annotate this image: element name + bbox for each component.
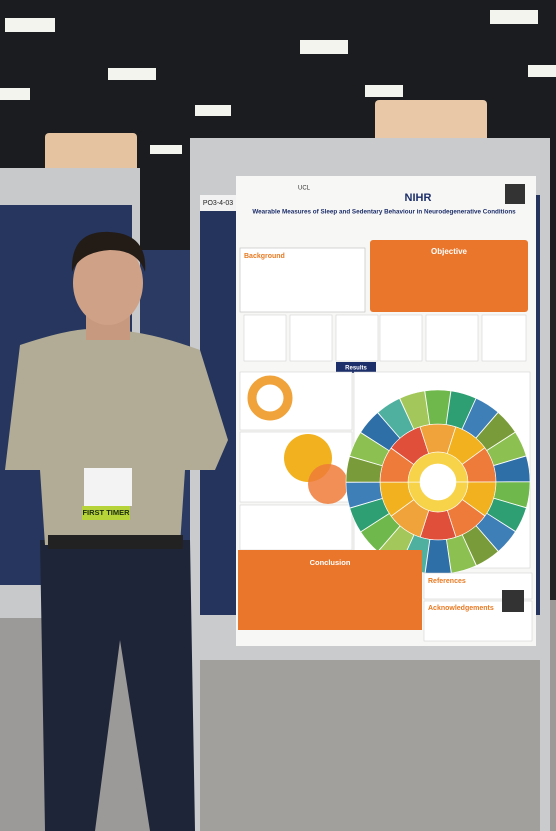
section-heading: Background bbox=[244, 253, 285, 260]
flow-box bbox=[425, 314, 479, 362]
section-heading: Acknowledgements bbox=[428, 605, 494, 612]
background-box bbox=[239, 247, 366, 313]
sunburst-segment bbox=[486, 431, 527, 466]
flow-box bbox=[289, 314, 333, 362]
name-badge bbox=[84, 468, 132, 506]
results-tab bbox=[336, 362, 376, 373]
board-label-bg bbox=[200, 195, 236, 211]
light bbox=[365, 85, 403, 97]
sunburst-segment bbox=[349, 498, 390, 533]
section-heading: Results bbox=[345, 366, 367, 372]
board-label: PO3-4-03 bbox=[203, 200, 233, 207]
light bbox=[195, 105, 231, 116]
qr-code bbox=[505, 184, 525, 204]
qr-code bbox=[502, 590, 524, 612]
hair bbox=[71, 231, 146, 272]
objective-box bbox=[370, 240, 528, 312]
light bbox=[490, 10, 538, 24]
lamp-shade bbox=[45, 133, 137, 173]
badge-ribbon bbox=[82, 506, 130, 520]
poster-title: Wearable Measures of Sleep and Sedentary… bbox=[252, 209, 516, 216]
venn-circle bbox=[308, 464, 348, 504]
chart-panel bbox=[239, 504, 353, 551]
light bbox=[5, 18, 55, 32]
face bbox=[73, 241, 143, 325]
section-heading: Objective bbox=[431, 247, 468, 256]
method-flow bbox=[243, 314, 527, 362]
shirt bbox=[5, 329, 228, 545]
light bbox=[0, 88, 30, 100]
funder: NIHR bbox=[405, 192, 432, 204]
badge-ribbon-text: FIRST TIMER bbox=[82, 508, 130, 517]
person: FIRST TIMER bbox=[5, 231, 228, 831]
lamp-shade bbox=[375, 100, 487, 148]
flow-box bbox=[335, 314, 379, 362]
belt bbox=[48, 535, 183, 549]
section-heading: Conclusion bbox=[310, 558, 351, 567]
donut-chart bbox=[247, 375, 293, 421]
sunburst-chart bbox=[345, 389, 531, 575]
flow-box bbox=[481, 314, 527, 362]
light bbox=[108, 68, 156, 80]
light bbox=[300, 40, 348, 54]
conclusion-box bbox=[238, 550, 422, 630]
light bbox=[528, 65, 556, 77]
flow-box bbox=[243, 314, 287, 362]
flow-box bbox=[379, 314, 423, 362]
sunburst-segment bbox=[493, 455, 531, 483]
trousers bbox=[40, 540, 195, 831]
sunburst-center bbox=[420, 464, 456, 500]
logo-text: UCL bbox=[298, 186, 311, 192]
section-heading: References bbox=[428, 578, 466, 585]
ceiling-lights bbox=[0, 10, 556, 154]
light bbox=[150, 145, 182, 154]
board-base bbox=[200, 660, 540, 831]
